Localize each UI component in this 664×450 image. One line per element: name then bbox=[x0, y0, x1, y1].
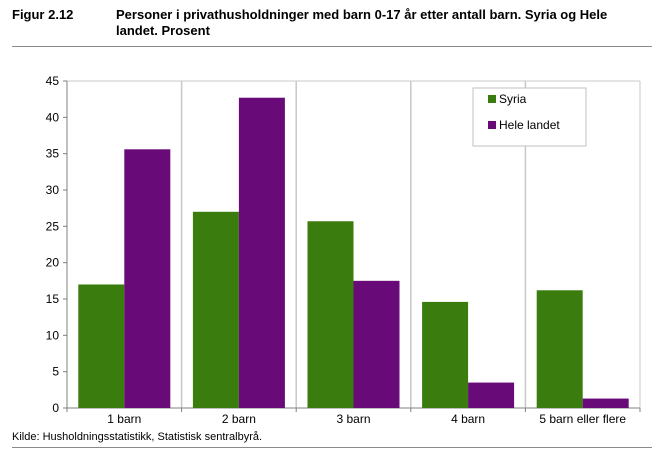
legend-label-syria: Syria bbox=[499, 92, 527, 106]
y-tick-label: 30 bbox=[46, 183, 60, 197]
y-tick-label: 20 bbox=[46, 256, 60, 270]
x-tick-label: 5 barn eller flere bbox=[539, 412, 626, 426]
bar-hele-landet bbox=[124, 149, 171, 408]
figure-title: Personer i privathusholdninger med barn … bbox=[116, 7, 608, 38]
x-tick-label: 3 barn bbox=[336, 412, 370, 426]
x-tick-label: 4 barn bbox=[451, 412, 485, 426]
y-tick-label: 15 bbox=[46, 292, 60, 306]
y-tick-label: 35 bbox=[46, 147, 60, 161]
y-tick-label: 5 bbox=[52, 365, 59, 379]
y-tick-label: 10 bbox=[46, 328, 60, 342]
source-note: Kilde: Husholdningsstatistikk, Statistis… bbox=[12, 431, 263, 443]
legend-swatch-hele-landet bbox=[488, 121, 496, 129]
bar-syria bbox=[422, 301, 469, 408]
figure-number: Figur 2.12 bbox=[12, 7, 74, 22]
bar-hele-landet bbox=[238, 97, 285, 409]
bar-syria bbox=[536, 290, 583, 408]
bar-syria bbox=[192, 211, 239, 408]
bar-syria bbox=[307, 221, 354, 408]
bar-hele-landet bbox=[582, 398, 629, 408]
top-divider bbox=[12, 46, 652, 47]
legend-swatch-syria bbox=[488, 95, 496, 103]
x-tick-label: 2 barn bbox=[222, 412, 256, 426]
y-tick-label: 45 bbox=[46, 74, 60, 88]
y-tick-label: 25 bbox=[46, 219, 60, 233]
x-tick-label: 1 barn bbox=[107, 412, 141, 426]
y-tick-label: 40 bbox=[46, 110, 60, 124]
bar-hele-landet bbox=[353, 280, 400, 408]
bar-syria bbox=[78, 284, 125, 408]
legend-label-hele-landet: Hele landet bbox=[499, 118, 560, 132]
bottom-divider bbox=[12, 447, 652, 448]
y-tick-label: 0 bbox=[52, 401, 59, 415]
bar-hele-landet bbox=[468, 382, 515, 408]
